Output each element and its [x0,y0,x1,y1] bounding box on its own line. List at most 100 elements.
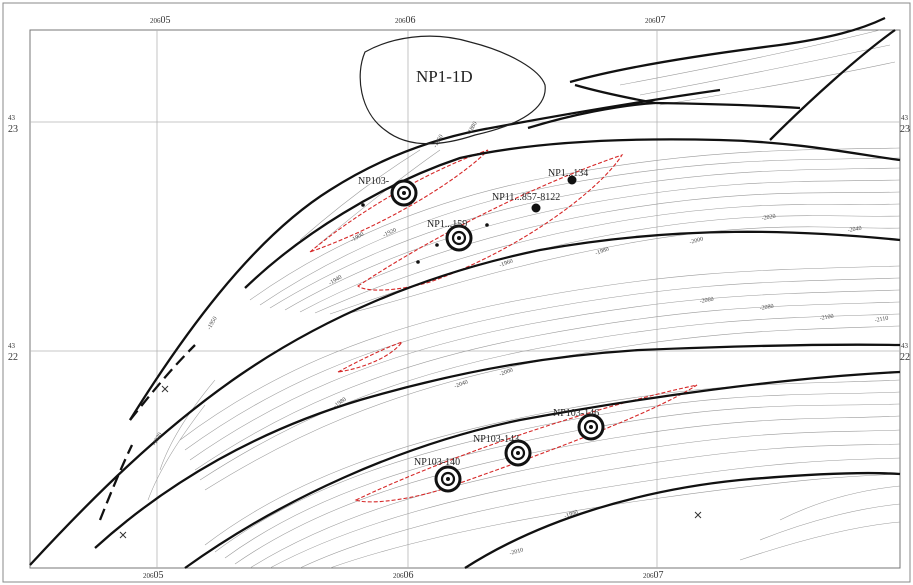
contour-line [159,379,216,471]
well-np1-134[interactable]: NP1...134 [548,168,588,185]
contour-lines [147,29,901,569]
cross-marker [119,531,127,539]
well-np103-upper[interactable]: NP103- [358,176,418,207]
contour-line [299,457,901,569]
contour-line [619,29,881,86]
minor-well-dot [485,223,489,227]
fault-line [29,230,901,566]
well-label: NP1...159 [427,219,467,230]
target-zone-lower [354,384,698,503]
x-tick-top-2: 20606 [395,15,416,26]
well-np103-143[interactable]: NP103-143 [473,434,532,467]
contour-line [329,215,901,315]
y-tick-labels-right: 43 23 43 22 [900,114,910,363]
fault-line [527,101,656,130]
area-label-np1-1d: NP1-1D [416,67,473,86]
well-np103-140[interactable]: NP103-140 [414,457,462,493]
fault-line [98,444,134,521]
contour-line [759,503,901,541]
well-label: NP103-143 [473,434,519,445]
contour-line [249,429,901,569]
contour-line [317,149,441,246]
well-dot [567,175,577,185]
contour-line [329,473,901,569]
contour-label: -1980 [595,246,610,256]
y-tick-right-2-value: 22 [900,352,910,363]
contour-label: -2040 [454,379,469,389]
minor-well-dot [416,260,420,264]
y-tick-left-2-prefix: 43 [8,342,16,350]
contour-label: -2100 [819,314,834,322]
cross-marker [694,511,702,519]
well-label: NP103-146 [553,408,599,419]
contour-label: -1920 [382,227,397,238]
x-tick-top-3: 20607 [645,15,666,26]
well-label: NP103- [358,176,389,187]
x-tick-bottom-1: 20605 [143,570,164,581]
contour-label: -2000 [499,367,514,377]
fault-line [244,138,901,289]
well-target-center [446,477,450,481]
contour-label: -2060 [699,297,714,305]
well-dot [531,203,541,213]
well-np103-146[interactable]: NP103-146 [553,408,605,441]
y-tick-right-1-prefix: 43 [901,114,909,122]
well-label: NP1...134 [548,168,588,179]
fault-line [574,83,656,105]
fault-line [129,344,196,421]
cross-marker [161,385,169,393]
contour-line [269,167,901,309]
y-tick-left-2-value: 22 [8,352,18,363]
x-tick-bottom-2: 20606 [393,570,414,581]
area-outline-np1-1d [359,35,546,145]
contour-line [234,415,901,565]
contour-line [299,149,421,241]
y-tick-right-2-prefix: 43 [901,342,909,350]
contour-line [659,61,896,106]
well-target-center [516,451,520,455]
contour-line [179,265,901,441]
contour-label: -2000 [689,237,704,246]
fault-line [654,101,801,110]
contour-label: -1990 [564,509,579,519]
well-target-center [402,191,406,195]
x-tick-bottom-3: 20607 [643,570,664,581]
contour-line [284,179,901,311]
contour-line [249,147,901,301]
contour-label: -2020 [761,214,776,222]
minor-well-dot [435,243,439,247]
minor-well-dots [361,203,489,264]
well-target-center [589,425,593,429]
contour-label: -2080 [759,304,774,312]
x-tick-top-1: 20605 [150,15,171,26]
fault-line [569,16,886,84]
fault-line [464,471,901,569]
contour-label: -2110 [874,316,889,324]
well-label: NP103-140 [414,457,460,468]
contour-line [199,313,901,481]
contour-line [779,485,901,521]
contour-line [314,203,901,314]
contour-label: -1960 [499,258,514,268]
contour-label: -2010 [509,548,524,557]
minor-well-dot [361,203,365,207]
contour-line [344,226,901,315]
contour-line [194,301,901,471]
target-zone-upper-1 [309,149,489,253]
contour-line [739,521,901,561]
fault-line [769,29,896,141]
well-np11-857-8122[interactable]: NP11...857-8122 [492,192,560,213]
fault-lines [29,16,901,569]
y-tick-left-1-prefix: 43 [8,114,16,122]
fault-line [94,343,901,549]
well-label: NP11...857-8122 [492,192,560,203]
fault-line [184,370,901,569]
y-tick-labels-left: 43 23 43 22 [8,114,18,363]
x-tick-labels-top: 20605 20606 20607 [150,15,666,26]
well-np1-159[interactable]: NP1...159 [427,219,473,252]
contour-line [204,379,901,546]
fault-line [129,88,721,421]
contour-line [184,277,901,451]
cross-markers [119,385,702,539]
